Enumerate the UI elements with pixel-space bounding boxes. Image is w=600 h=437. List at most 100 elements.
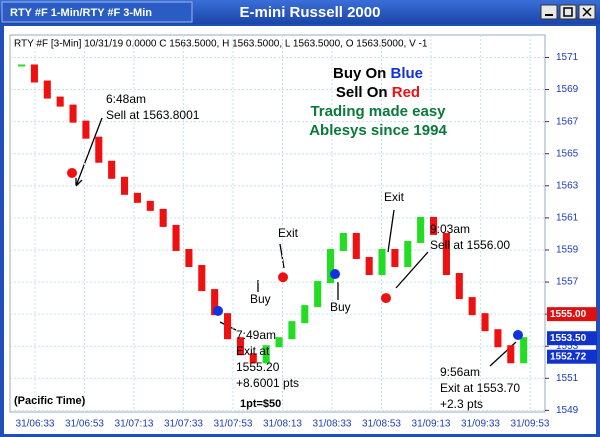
price-bar <box>262 345 270 364</box>
price-bar <box>481 313 489 332</box>
price-bar <box>288 321 296 340</box>
price-bar <box>468 297 476 316</box>
signal-marker <box>381 293 391 304</box>
signal-marker <box>330 269 340 280</box>
price-bar <box>30 64 38 83</box>
price-bar <box>301 305 309 324</box>
price-bar <box>95 136 103 163</box>
window-tab[interactable] <box>1 1 193 23</box>
legend-line: Trading made easy <box>310 103 446 120</box>
annotation: +2.3 pts <box>440 397 483 411</box>
x-tick-label: 31/07:13 <box>115 419 154 430</box>
price-bar <box>211 289 219 316</box>
arrow <box>387 209 395 253</box>
x-tick-label: 31/08:13 <box>263 419 302 430</box>
x-tick-label: 31/08:53 <box>362 419 401 430</box>
legend-text: Trading made easy <box>310 103 446 120</box>
y-tick-label: 1565 <box>556 148 579 159</box>
price-bar <box>159 208 167 227</box>
price-bar <box>224 313 232 340</box>
price-bar <box>56 96 64 107</box>
annotation: Exit at <box>236 344 270 358</box>
price-bar <box>198 265 206 292</box>
legend-text: Sell On <box>336 84 392 101</box>
annotation: Exit <box>278 226 299 240</box>
minimize-button[interactable] <box>540 4 558 20</box>
signal-marker <box>67 167 77 178</box>
price-bar <box>236 337 244 356</box>
annotation: +8.6001 pts <box>236 376 299 390</box>
annotation: 6:48am <box>106 92 146 106</box>
icon <box>582 7 592 17</box>
x-tick-label: 31/06:53 <box>65 419 104 430</box>
window-title: E-mini Russell 2000 <box>240 4 381 21</box>
price-bar <box>133 192 141 203</box>
arrow <box>395 251 429 289</box>
legend-text: Red <box>392 84 420 101</box>
price-bar <box>430 216 438 235</box>
price-tag-label: 1555.00 <box>550 309 587 320</box>
x-tick-label: 31/07:33 <box>164 419 203 430</box>
signal-marker <box>278 272 288 283</box>
x-tick-label: 31/09:33 <box>461 419 500 430</box>
price-bar <box>417 216 425 243</box>
price-bar <box>108 160 116 179</box>
y-tick-label: 1567 <box>556 116 579 127</box>
price-bar <box>455 273 463 300</box>
price-bar <box>404 240 412 268</box>
annotation: Sell at 1556.00 <box>430 238 510 252</box>
plot-area <box>9 34 546 413</box>
annotation: Sell at 1563.8001 <box>106 108 200 122</box>
price-bar <box>18 64 26 67</box>
y-tick-label: 1571 <box>556 52 579 63</box>
price-bar <box>327 248 335 284</box>
price-tag <box>547 331 597 346</box>
x-tick-label: 31/06:33 <box>16 419 55 430</box>
signal-marker <box>213 305 223 316</box>
annotation: 9:56am <box>440 365 480 379</box>
x-tick-label: 31/09:13 <box>412 419 451 430</box>
price-bar <box>185 248 193 268</box>
y-tick-label: 1557 <box>556 277 579 288</box>
y-tick-label: 1551 <box>556 373 579 384</box>
icon <box>563 7 573 17</box>
y-tick-label: 1559 <box>556 245 579 256</box>
annotation: 7:49am <box>236 328 276 342</box>
price-bar <box>314 281 322 308</box>
price-bar <box>275 337 283 348</box>
price-bar <box>146 200 154 211</box>
legend-line: Sell On Red <box>336 84 420 101</box>
price-bar <box>249 353 257 364</box>
arrow <box>75 117 103 187</box>
price-tag-label: 1553.50 <box>550 333 587 344</box>
chart-header: RTY #F [3-Min] 10/31/19 0.0000 C 1563.50… <box>14 39 428 50</box>
legend-line: Ablesys since 1994 <box>309 122 447 139</box>
maximize-button[interactable] <box>559 4 577 20</box>
annotation: 1555.20 <box>236 360 280 374</box>
price-bar <box>365 256 373 276</box>
legend-text: Buy On <box>333 65 391 82</box>
annotation: Buy <box>330 300 351 314</box>
price-bar <box>442 232 450 276</box>
price-bar <box>494 329 502 348</box>
x-tick-label: 31/08:33 <box>313 419 352 430</box>
y-tick-label: 1561 <box>556 213 579 224</box>
price-tag <box>547 349 597 364</box>
annotation: Exit at 1553.70 <box>440 381 520 395</box>
price-bar <box>121 176 129 195</box>
price-bar <box>339 232 347 251</box>
price-tag-label: 1552.72 <box>550 351 587 362</box>
y-tick-label: 1553 <box>556 341 579 352</box>
price-tag <box>547 307 597 322</box>
window-buttons <box>540 4 596 20</box>
y-tick-label: 1563 <box>556 180 579 191</box>
price-bar <box>82 120 90 139</box>
annotation: Exit <box>384 190 405 204</box>
price-bar <box>391 248 399 268</box>
price-bar <box>378 248 386 276</box>
tab-label: RTY #F 1-Min/RTY #F 3-Min <box>10 7 152 19</box>
legend-line: Buy On Blue <box>333 65 423 82</box>
annotation: Buy <box>250 292 271 306</box>
annotation: 9:03am <box>430 222 470 236</box>
